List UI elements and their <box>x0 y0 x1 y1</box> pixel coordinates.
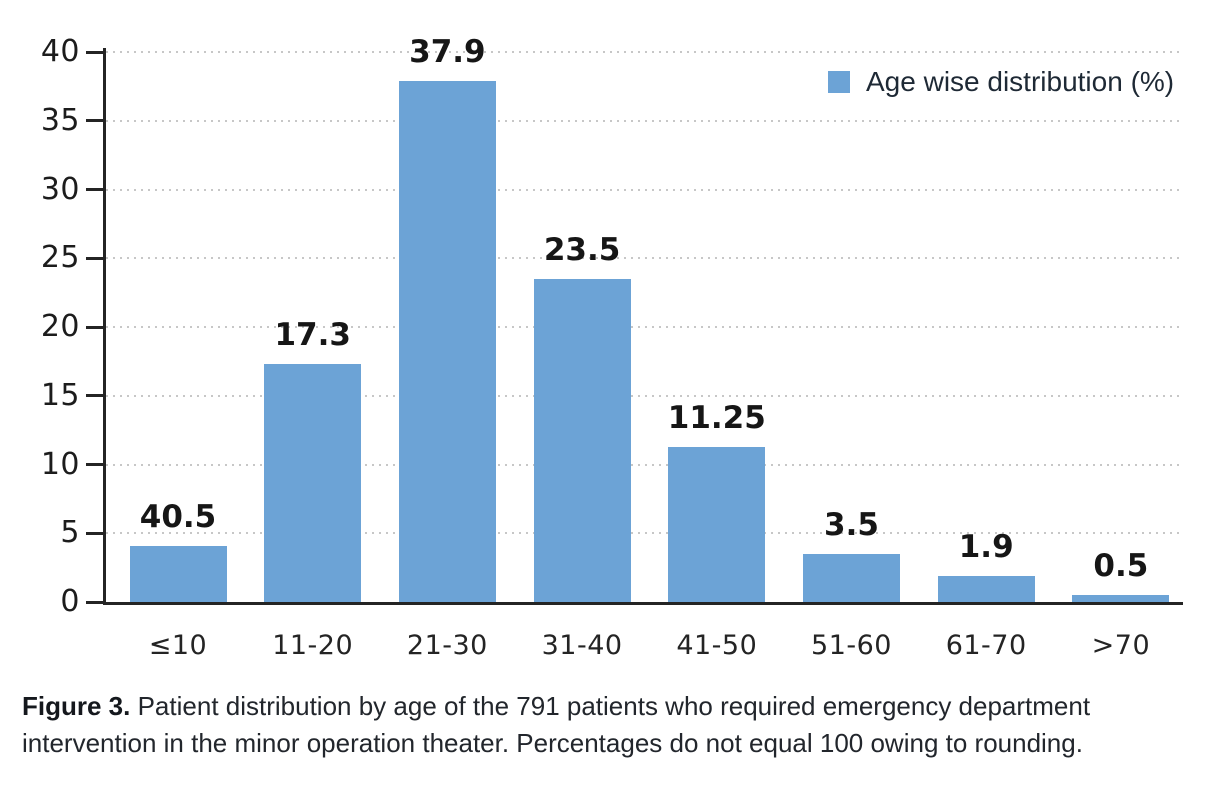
bar <box>264 364 362 602</box>
bar-value-label: 40.5 <box>139 499 217 536</box>
legend-label: Age wise distribution (%) <box>866 66 1175 97</box>
bar-value-label: 3.5 <box>824 506 879 543</box>
y-gridline <box>106 51 1183 53</box>
bar <box>533 278 631 602</box>
legend-swatch-icon <box>828 71 850 93</box>
bar <box>129 546 227 602</box>
y-gridline <box>106 532 1183 535</box>
bar-value-label: 0.5 <box>1093 548 1149 585</box>
y-axis-tick <box>86 394 103 398</box>
x-axis <box>103 602 1183 605</box>
y-gridline <box>106 463 1183 466</box>
bar <box>668 447 766 602</box>
y-gridline <box>106 257 1183 260</box>
y-axis-tick <box>86 119 103 123</box>
bar-value-label: 11.25 <box>667 400 766 437</box>
y-axis-tick <box>86 531 103 535</box>
x-axis-category-label: 61-70 <box>945 630 1027 661</box>
bar <box>1072 595 1170 602</box>
x-axis-category-label: >70 <box>1091 630 1151 661</box>
y-axis-label: 15 <box>40 377 80 413</box>
y-gridline <box>106 394 1183 397</box>
y-axis-label: 25 <box>40 240 80 276</box>
x-axis-category-label: 11-20 <box>272 630 354 661</box>
y-axis-label: 40 <box>40 34 80 69</box>
chart-legend: Age wise distribution (%) <box>828 66 1174 98</box>
figure-number: Figure 3. <box>22 691 131 721</box>
x-axis-category-label: 31-40 <box>541 630 623 661</box>
y-axis-tick <box>86 50 103 54</box>
y-axis-label: 10 <box>40 446 80 482</box>
figure-caption: Figure 3. Patient distribution by age of… <box>22 688 1172 762</box>
caption-text: Patient distribution by age of the 791 p… <box>22 691 1091 758</box>
y-gridline <box>106 119 1183 122</box>
bar <box>398 80 496 602</box>
y-axis-label: 0 <box>60 584 80 619</box>
bar <box>803 553 900 602</box>
bar <box>937 575 1035 602</box>
y-axis-tick <box>86 325 103 329</box>
y-axis-tick <box>86 463 103 466</box>
y-axis-tick <box>86 188 103 191</box>
bar-value-label: 1.9 <box>958 528 1014 565</box>
x-axis-category-label: 41-50 <box>676 630 758 661</box>
x-axis-category-label: ≤10 <box>148 630 208 661</box>
y-axis-tick <box>86 600 103 604</box>
x-axis-category-label: 51-60 <box>811 630 892 661</box>
y-axis-label: 5 <box>60 515 80 551</box>
y-axis-label: 35 <box>40 102 80 138</box>
y-axis <box>103 48 106 605</box>
bar-value-label: 37.9 <box>409 33 486 70</box>
x-axis-category-label: 21-30 <box>406 630 488 661</box>
y-gridline <box>106 188 1183 191</box>
bar-value-label: 17.3 <box>274 317 351 354</box>
y-axis-label: 20 <box>40 309 80 344</box>
y-gridline <box>106 326 1183 328</box>
y-axis-tick <box>86 256 103 260</box>
y-axis-label: 30 <box>40 171 80 207</box>
bar-value-label: 23.5 <box>543 231 621 268</box>
